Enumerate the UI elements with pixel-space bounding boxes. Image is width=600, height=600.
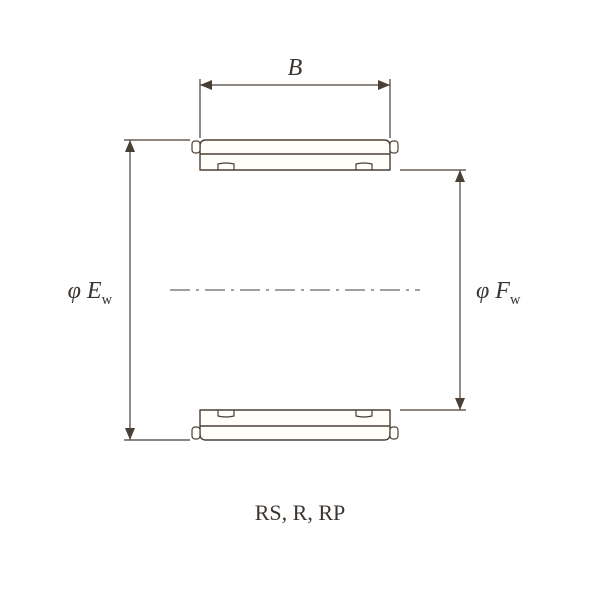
diagram-caption: RS, R, RP bbox=[255, 500, 346, 525]
dim-width-label: B bbox=[288, 55, 303, 81]
bearing-diagram: Bφ Ewφ FwRS, R, RP bbox=[0, 0, 600, 600]
